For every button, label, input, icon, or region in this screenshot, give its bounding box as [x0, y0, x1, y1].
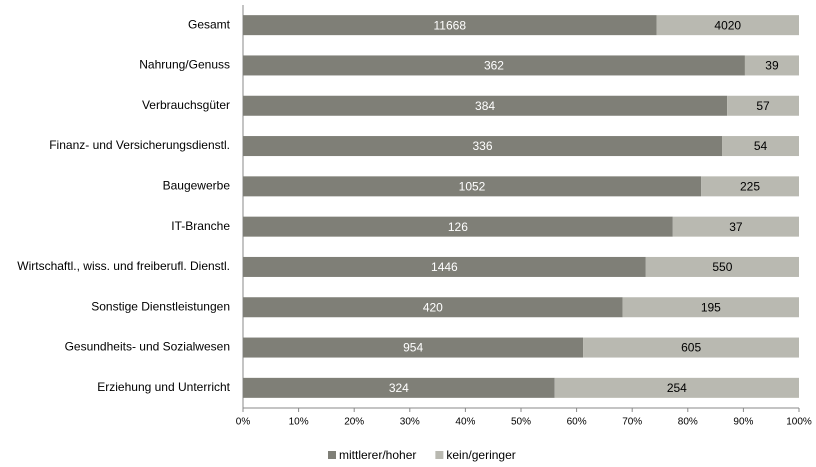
x-tick-label: 70% [622, 417, 642, 428]
data-label: 54 [754, 139, 768, 153]
category-label: Finanz- und Versicherungsdienstl. [49, 138, 230, 152]
bar-segment [701, 176, 799, 197]
data-label: 195 [701, 300, 721, 314]
legend-swatch [328, 451, 336, 459]
category-label: Erziehung und Unterricht [97, 380, 230, 394]
data-label: 1052 [459, 180, 486, 194]
bar-segment [243, 136, 723, 157]
x-tick-label: 30% [400, 417, 420, 428]
data-label: 254 [667, 381, 687, 395]
bar-segment [243, 176, 702, 197]
data-label: 126 [448, 220, 468, 234]
bar-segment [656, 15, 799, 36]
legend-label: kein/geringer [446, 448, 515, 462]
bar-segment [744, 55, 799, 76]
data-label: 37 [729, 220, 743, 234]
x-tick-label: 60% [567, 417, 587, 428]
category-label: Nahrung/Genuss [139, 58, 230, 72]
data-label: 11668 [434, 18, 467, 32]
bar-segment [243, 337, 584, 358]
bar-segment [243, 377, 555, 398]
category-label: Verbrauchsgüter [142, 98, 230, 112]
category-label: Baugewerbe [163, 179, 231, 193]
data-label: 384 [475, 99, 495, 113]
bar-segment [727, 95, 799, 116]
x-tick-label: 0% [236, 417, 251, 428]
category-label: IT-Branche [171, 219, 230, 233]
bar-segment [243, 95, 728, 116]
bar-segment [622, 297, 799, 318]
data-label: 420 [423, 300, 443, 314]
x-tick-label: 10% [289, 417, 309, 428]
x-tick-label: 80% [678, 417, 698, 428]
bar-segment [243, 55, 745, 76]
data-label: 362 [484, 59, 504, 73]
bar-segment [645, 256, 799, 277]
bar-segment [243, 15, 657, 36]
bar-segment [243, 216, 673, 237]
data-label: 39 [765, 59, 779, 73]
x-tick-label: 100% [786, 417, 812, 428]
category-label: Gesundheits- und Sozialwesen [65, 340, 230, 354]
data-label: 336 [472, 139, 492, 153]
data-label: 4020 [714, 18, 741, 32]
legend-swatch [435, 451, 444, 459]
data-label: 1446 [431, 260, 458, 274]
data-label: 550 [712, 260, 732, 274]
x-tick-label: 40% [455, 417, 475, 428]
bar-segment [583, 337, 799, 358]
category-label: Sonstige Dienstleistungen [91, 299, 230, 313]
bar-segment [722, 136, 799, 157]
data-label: 225 [740, 180, 760, 194]
bar-segment [243, 297, 623, 318]
x-tick-label: 20% [344, 417, 364, 428]
x-tick-label: 50% [511, 417, 531, 428]
category-label: Gesamt [188, 17, 231, 31]
x-tick-label: 90% [733, 417, 753, 428]
data-label: 57 [756, 99, 770, 113]
bar-segment [554, 377, 799, 398]
data-label: 954 [403, 341, 423, 355]
bar-segment [672, 216, 799, 237]
legend-label: mittlerer/hoher [339, 448, 416, 462]
data-label: 324 [389, 381, 409, 395]
data-label: 605 [681, 341, 701, 355]
bar-segment [243, 256, 646, 277]
category-label: Wirtschaftl., wiss. und freiberufl. Dien… [17, 259, 230, 273]
